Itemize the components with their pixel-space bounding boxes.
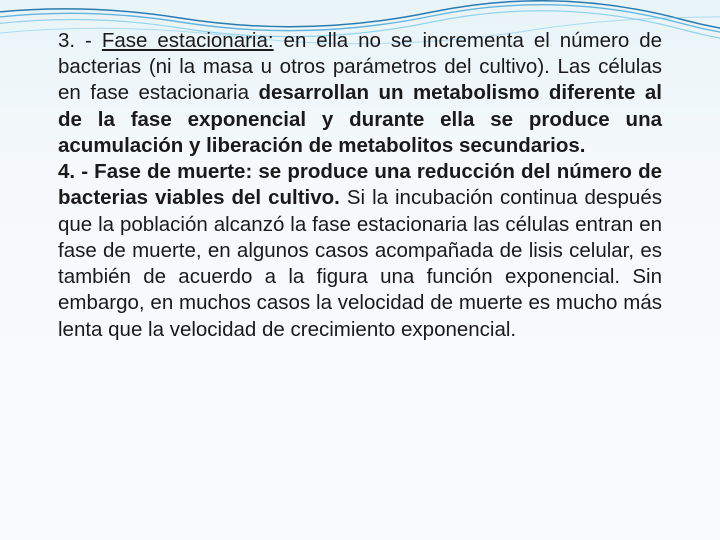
text-content: 3. - Fase estacionaria: en ella no se in…	[58, 28, 662, 343]
p3-prefix: 3. -	[58, 29, 102, 52]
p3-title: Fase estacionaria:	[102, 29, 274, 52]
paragraph-3: 3. - Fase estacionaria: en ella no se in…	[58, 28, 662, 159]
paragraph-4: 4. - Fase de muerte: se produce una redu…	[58, 159, 662, 343]
p4-tail: Si la incubación continua después que la…	[58, 186, 662, 340]
